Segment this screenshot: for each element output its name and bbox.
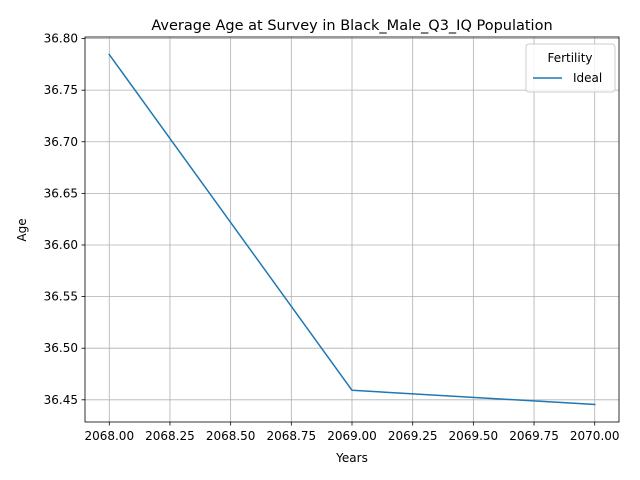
legend-title: Fertility (547, 51, 592, 65)
y-tick-label: 36.55 (44, 290, 78, 304)
chart-title: Average Age at Survey in Black_Male_Q3_I… (151, 18, 552, 34)
y-tick-label: 36.75 (44, 83, 78, 97)
series-lines (108, 53, 596, 406)
series-line-ideal (108, 53, 596, 406)
x-tick-label: 2068.25 (145, 429, 195, 443)
x-tick-label: 2070.00 (570, 429, 620, 443)
y-axis-ticks: 36.45 36.50 36.55 36.60 36.65 36.70 36.75 36.80 (44, 32, 85, 407)
x-tick-label: 2068.75 (267, 429, 317, 443)
y-tick-label: 36.65 (44, 186, 78, 200)
y-tick-label: 36.45 (44, 393, 78, 407)
legend-label-ideal: Ideal (573, 71, 602, 85)
y-tick-label: 36.50 (44, 341, 78, 355)
x-tick-label: 2069.00 (327, 429, 377, 443)
x-tick-label: 2068.00 (84, 429, 134, 443)
x-tick-label: 2068.50 (206, 429, 256, 443)
x-tick-label: 2069.25 (388, 429, 438, 443)
y-tick-label: 36.70 (44, 135, 78, 149)
x-axis-ticks: 2068.00 2068.25 2068.50 2068.75 2069.00 2069.… (84, 422, 620, 443)
x-axis-label: Years (335, 451, 368, 465)
y-axis-label: Age (15, 218, 29, 241)
x-tick-label: 2069.75 (509, 429, 559, 443)
y-tick-label: 36.60 (44, 238, 78, 252)
y-tick-label: 36.80 (44, 32, 78, 46)
legend-box (525, 43, 616, 93)
legend: Fertility Ideal (525, 43, 616, 93)
x-tick-label: 2069.50 (449, 429, 499, 443)
grid-lines (85, 37, 619, 422)
